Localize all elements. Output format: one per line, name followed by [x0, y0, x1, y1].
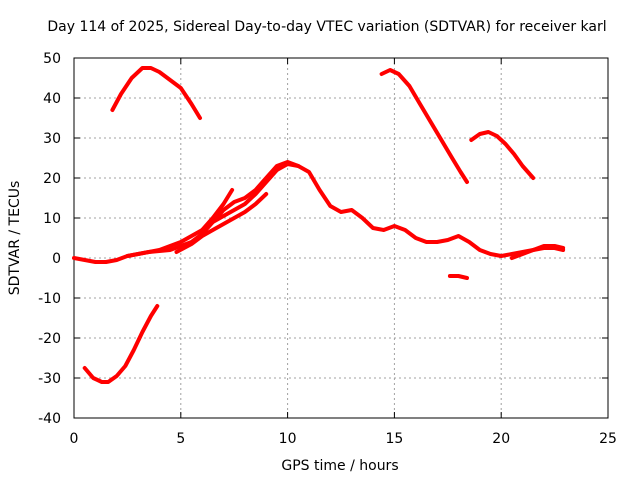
y-tick-label: 0 [52, 251, 61, 267]
y-tick-label: 10 [43, 211, 61, 227]
y-tick-label: -20 [38, 331, 61, 347]
x-tick-label: 0 [70, 431, 79, 447]
x-tick-label: 20 [492, 431, 510, 447]
series-line [110, 66, 202, 120]
y-tick-label: -40 [38, 411, 61, 427]
series-line [509, 244, 566, 260]
series-line [174, 192, 269, 254]
series-line [469, 130, 536, 180]
grid [74, 58, 608, 418]
series-line [82, 304, 160, 384]
x-tick-label: 5 [176, 431, 185, 447]
y-tick-label: 40 [43, 91, 61, 107]
x-axis-label: GPS time / hours [281, 458, 398, 474]
y-axis-label: SDTVAR / TECUs [7, 181, 23, 296]
x-tick-label: 25 [599, 431, 617, 447]
y-tick-label: -10 [38, 291, 61, 307]
y-tick-label: 20 [43, 171, 61, 187]
plot-frame [73, 57, 609, 419]
series-group [72, 66, 566, 384]
y-tick-label: 30 [43, 131, 61, 147]
series-line [379, 68, 469, 184]
series-line [125, 160, 301, 258]
ticks: 0 5 10 15 20 25 -40 -30 -20 -10 0 10 20 30 40 50 [38, 51, 617, 447]
x-tick-label: 15 [385, 431, 403, 447]
series-line [200, 188, 235, 232]
series-line [447, 274, 469, 280]
y-tick-label: -30 [38, 371, 61, 387]
y-tick-label: 50 [43, 51, 61, 67]
x-tick-label: 10 [279, 431, 297, 447]
chart-title: Day 114 of 2025, Sidereal Day-to-day VTE… [47, 19, 606, 35]
